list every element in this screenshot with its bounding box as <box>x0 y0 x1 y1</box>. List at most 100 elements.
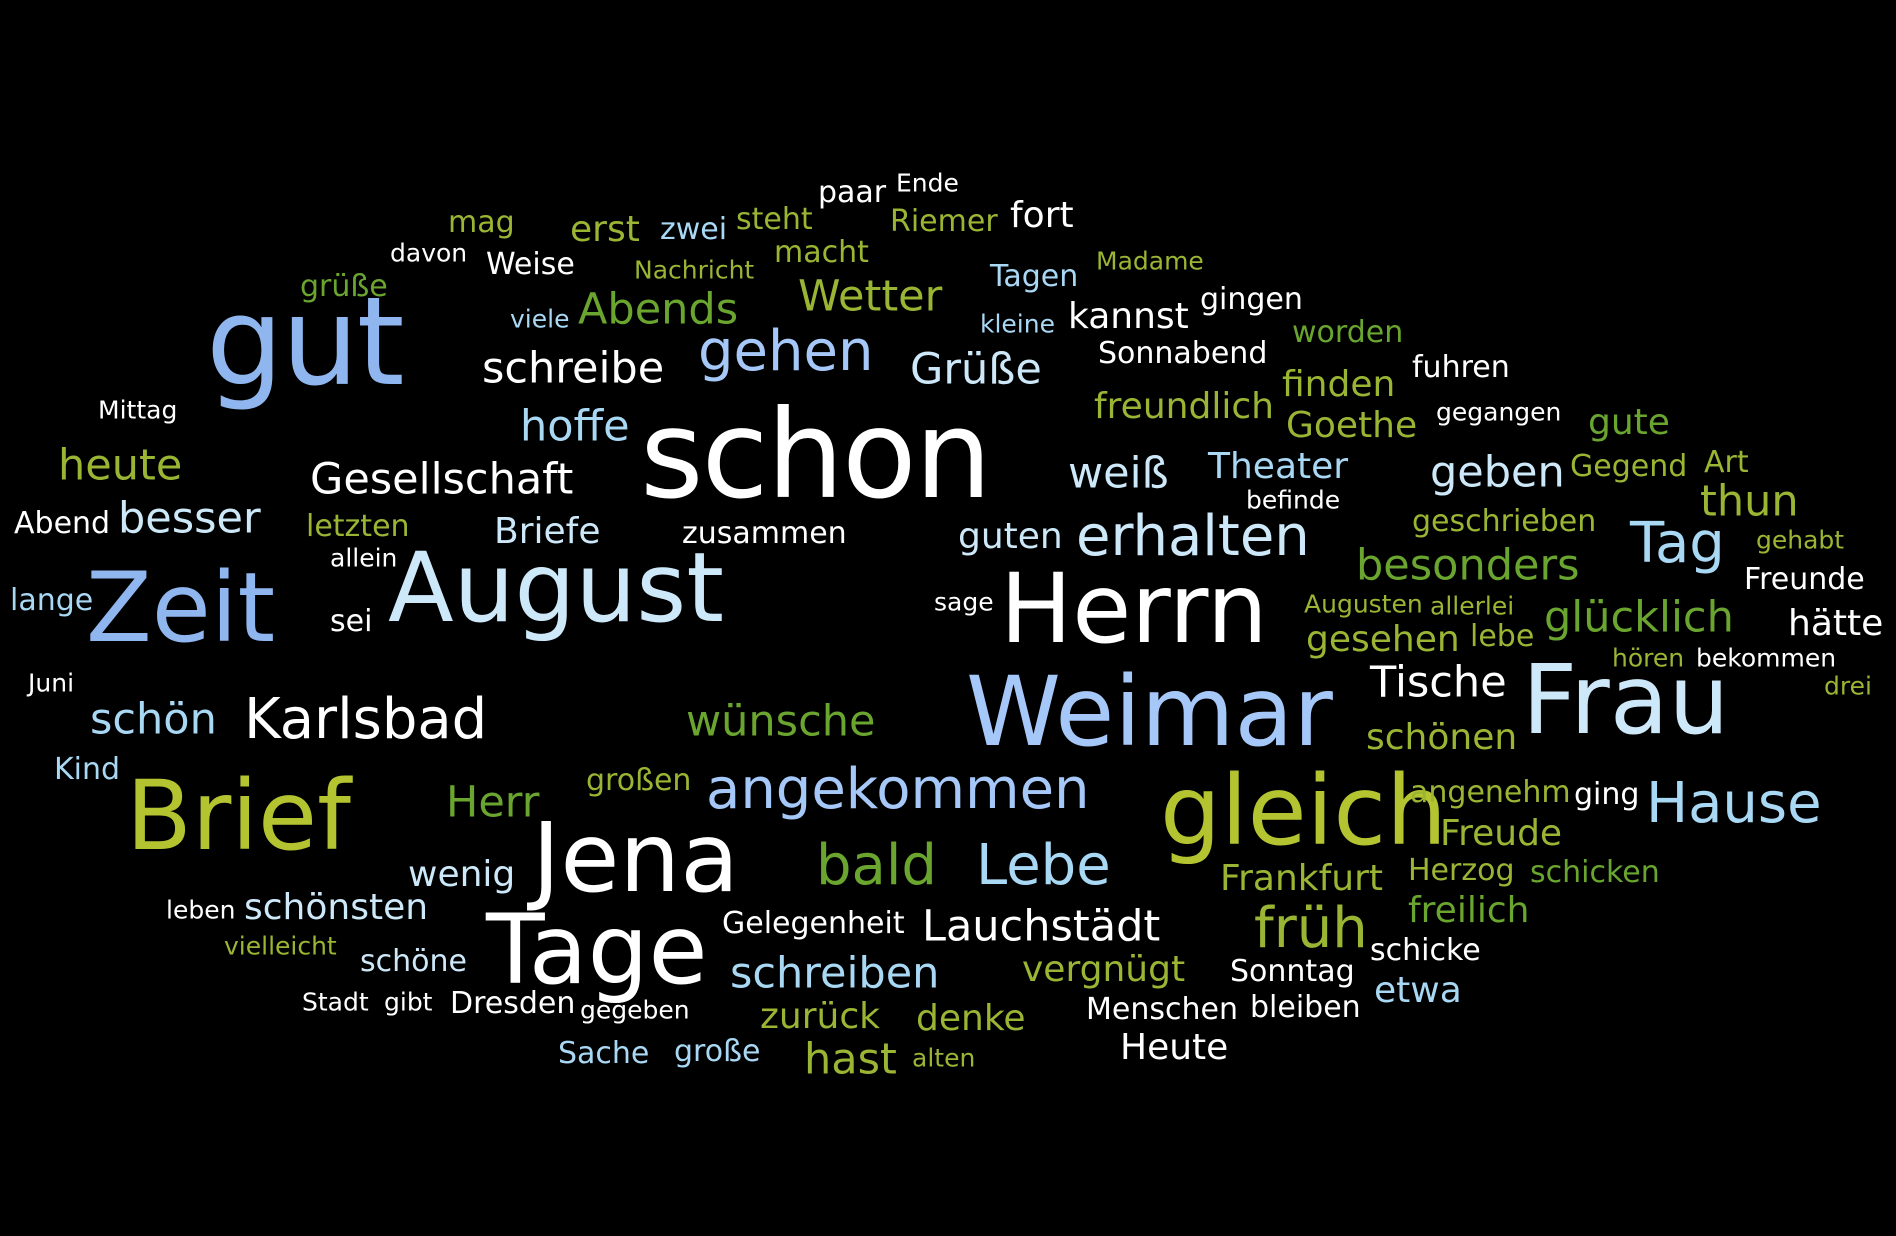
word: gegeben <box>580 995 690 1025</box>
word: befinde <box>1246 485 1341 515</box>
word: Gelegenheit <box>722 906 905 941</box>
word: zurück <box>760 996 880 1037</box>
word: hören <box>1612 643 1685 673</box>
word: besonders <box>1356 540 1580 591</box>
word: gingen <box>1200 282 1303 317</box>
word: gehen <box>698 319 874 384</box>
word: große <box>674 1034 761 1069</box>
word: finden <box>1282 364 1396 405</box>
word: sage <box>934 587 994 617</box>
word: schön <box>90 694 217 745</box>
word: vielleicht <box>224 931 337 961</box>
word: Sonntag <box>1230 954 1355 989</box>
word: Weise <box>486 247 575 282</box>
word: allein <box>330 543 398 573</box>
word: Heute <box>1120 1027 1229 1068</box>
word: mag <box>448 205 515 240</box>
word: Dresden <box>450 986 576 1021</box>
word: gehabt <box>1756 525 1845 555</box>
word: schon <box>640 384 992 526</box>
word: Lebe <box>976 833 1111 898</box>
word: schicke <box>1370 933 1481 968</box>
word: freilich <box>1408 890 1530 931</box>
word: kannst <box>1068 296 1189 337</box>
word: weiß <box>1068 448 1169 499</box>
word: Karlsbad <box>244 687 488 752</box>
word: zwei <box>660 212 728 247</box>
word: August <box>388 532 724 644</box>
word: Tag <box>1630 511 1725 576</box>
word: Art <box>1704 445 1749 480</box>
word: worden <box>1292 315 1404 350</box>
word: Weimar <box>966 656 1333 768</box>
word: bekommen <box>1696 643 1837 673</box>
word: gibt <box>384 987 433 1017</box>
word: geschrieben <box>1412 504 1597 539</box>
word: bald <box>816 833 937 898</box>
word: hast <box>804 1034 897 1085</box>
word: erst <box>570 209 640 250</box>
word: Ende <box>896 168 959 198</box>
word: wenig <box>408 854 516 895</box>
word: Wetter <box>798 271 943 322</box>
word: Riemer <box>890 204 998 239</box>
word: Nachricht <box>634 255 755 285</box>
word: Tische <box>1370 657 1507 708</box>
word: angekommen <box>706 757 1090 822</box>
word: erhalten <box>1076 504 1310 569</box>
word: macht <box>774 235 869 270</box>
word: davon <box>390 238 468 268</box>
word: Herr <box>446 777 540 828</box>
word: Brief <box>126 760 351 872</box>
word: Hause <box>1646 771 1822 836</box>
word: Mittag <box>98 395 178 425</box>
word: Juni <box>28 668 75 698</box>
word: fort <box>1010 195 1074 236</box>
word: besser <box>118 493 261 544</box>
word: Lauchstädt <box>922 901 1161 952</box>
word: Zeit <box>86 552 276 664</box>
word: Gegend <box>1570 449 1688 484</box>
word: Abends <box>578 284 739 335</box>
word: Theater <box>1208 446 1349 487</box>
word: lange <box>10 583 94 618</box>
word: Gesellschaft <box>310 454 574 505</box>
word: gegangen <box>1436 397 1562 427</box>
word: schönen <box>1366 717 1518 758</box>
word: Augusten <box>1304 589 1423 619</box>
word: Sonnabend <box>1098 336 1268 371</box>
word: zusammen <box>682 516 847 551</box>
word: hätte <box>1788 603 1884 644</box>
word: Jena <box>532 802 740 914</box>
word: Menschen <box>1086 992 1238 1027</box>
word: etwa <box>1374 970 1462 1011</box>
word: Herzog <box>1408 853 1515 888</box>
word: Tagen <box>990 259 1079 294</box>
word: drei <box>1824 671 1872 701</box>
word: Abend <box>14 506 111 541</box>
word: gesehen <box>1306 619 1460 660</box>
word: großen <box>586 763 692 798</box>
word: Frankfurt <box>1220 858 1384 899</box>
word: schreibe <box>482 343 665 394</box>
word: Madame <box>1096 246 1204 276</box>
word: lebe <box>1470 619 1535 654</box>
word: Freude <box>1440 813 1563 854</box>
word: viele <box>510 304 570 334</box>
word: Frau <box>1522 644 1730 756</box>
word: früh <box>1254 896 1368 961</box>
word: Briefe <box>494 511 601 552</box>
word: gut <box>206 271 405 413</box>
word: bleiben <box>1250 990 1361 1025</box>
word: alten <box>912 1043 976 1073</box>
word: Grüße <box>910 344 1042 395</box>
word: Goethe <box>1286 405 1418 446</box>
word: angenehm <box>1410 775 1571 810</box>
word: ging <box>1574 777 1640 812</box>
word: schreiben <box>730 948 940 999</box>
word: fuhren <box>1412 350 1510 385</box>
word: freundlich <box>1094 386 1274 427</box>
word: grüße <box>300 269 388 304</box>
word: geben <box>1430 447 1565 498</box>
